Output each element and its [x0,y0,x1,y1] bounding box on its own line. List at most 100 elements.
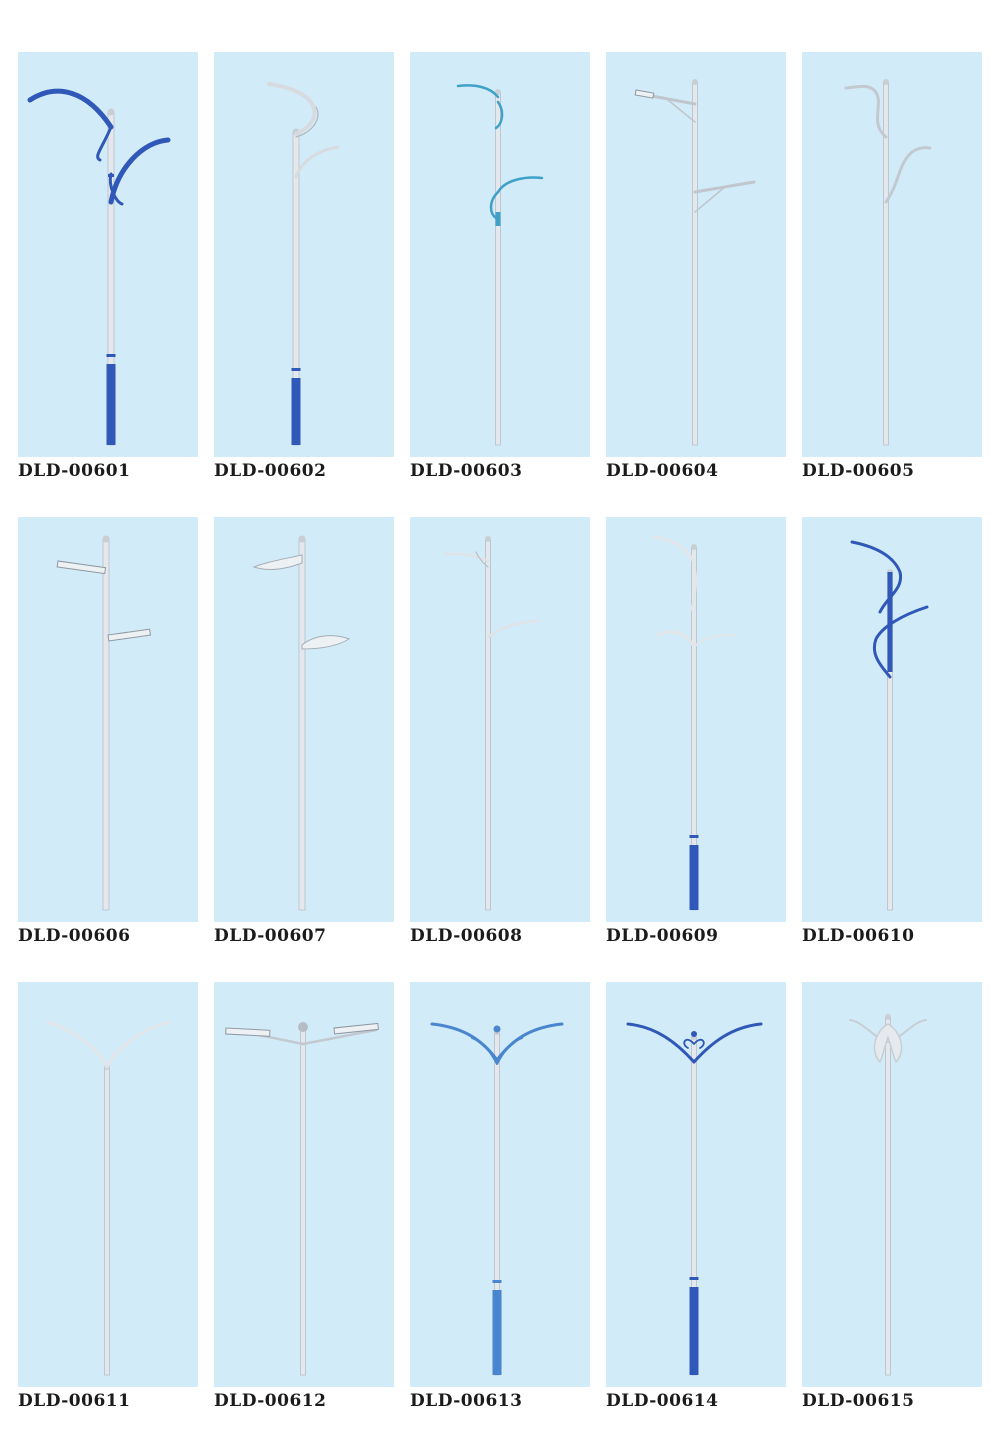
upper-curved-arm [267,82,317,136]
upper-hook-brace [494,100,504,130]
finial-ball [298,1022,308,1032]
right-led-head [333,1022,379,1035]
teal-collar [495,212,501,226]
product-card: DLD-00603 [410,52,590,512]
product-card: DLD-00607 [214,517,394,977]
right-flat-arm [301,1028,378,1046]
lower-hook-brace [489,190,500,220]
blue-base-sleeve [291,378,301,445]
product-code: DLD-00609 [606,926,719,946]
left-blue-arm [430,1022,499,1062]
street-lamp-pole-illustration [626,1022,763,1376]
left-petal-loop [873,1023,889,1064]
product-image-panel [18,517,198,922]
upper-led-head [56,560,107,575]
lower-spiral-arm [873,605,929,679]
upper-lamp-head [634,89,655,99]
street-lamp-pole-illustration [252,535,351,911]
product-code: DLD-00603 [410,461,523,481]
blue-base-band [689,1277,699,1280]
upper-arc-brace [689,566,698,613]
product-code: DLD-00604 [606,461,719,481]
product-image-panel [606,52,786,457]
pole-cap [107,108,115,116]
product-card: DLD-00604 [606,52,786,512]
street-lamp-pole-illustration [225,1022,379,1376]
street-lamp-pole-illustration [849,1014,927,1376]
upper-spiral-arm [850,540,903,614]
product-code: DLD-00601 [18,461,131,481]
left-y-arm [46,1020,109,1069]
spiral-sleeve [887,572,893,672]
decorative-scroll [683,1038,705,1049]
blue-base-band [106,354,116,357]
blue-base-sleeve [689,845,699,910]
upper-arm-scroll [295,106,319,138]
lower-wing-arm [486,619,540,639]
pole-shaft [298,538,306,911]
pole-cap [495,89,501,95]
product-code: DLD-00613 [410,1391,523,1411]
product-image-panel [214,982,394,1387]
product-image-panel [802,517,982,922]
pole-shaft [485,538,491,911]
upper-arm-brace [96,125,113,162]
lower-s-curve-arm [884,146,932,204]
street-lamp-pole-illustration [430,1022,564,1376]
product-image-panel [410,52,590,457]
upper-hook-arm [456,84,500,99]
blue-base-sleeve [106,364,116,445]
product-card: DLD-00609 [606,517,786,977]
product-card: DLD-00612 [214,982,394,1442]
upper-swoop-arm [27,88,114,130]
product-code: DLD-00614 [606,1391,719,1411]
street-lamp-pole-illustration [456,84,544,446]
y-arm-braces [471,1037,523,1065]
product-image-panel [18,52,198,457]
upper-wing-arm [444,552,490,563]
product-image-panel [214,52,394,457]
upper-blade-head [252,554,303,571]
upper-wing-brace [475,551,489,568]
pole-cap [298,535,306,543]
lower-led-head [107,628,151,642]
street-lamp-pole-illustration [634,79,756,446]
lower-arc-arm [656,630,696,649]
pole-shaft [104,1066,110,1376]
product-image-panel [606,517,786,922]
arm-collar [108,174,114,177]
street-lamp-pole-illustration [850,540,929,911]
pole-shaft [495,91,501,446]
product-code: DLD-00605 [802,461,915,481]
product-card: DLD-00605 [802,52,982,512]
street-lamp-pole-illustration [27,88,171,446]
pole-cap [485,536,491,542]
blue-base-band [492,1280,502,1283]
product-image-panel [410,517,590,922]
product-image-panel [410,982,590,1387]
pole-cap [691,544,697,550]
pole-cap [102,535,110,543]
street-lamp-pole-illustration [56,535,151,911]
product-card: DLD-00613 [410,982,590,1442]
right-blue-arm [495,1022,564,1062]
product-code: DLD-00607 [214,926,327,946]
street-lamp-pole-illustration [267,82,340,446]
pole-shaft [692,81,698,446]
pole-cap [883,79,889,85]
pole-shaft [102,538,110,911]
blue-base-band [689,835,699,838]
finial-ball [691,1031,697,1037]
product-card: DLD-00611 [18,982,198,1442]
product-code: DLD-00608 [410,926,523,946]
left-scroll-arm [626,1022,696,1064]
product-code: DLD-00612 [214,1391,327,1411]
lower-arm-brace [108,172,124,206]
product-card: DLD-00614 [606,982,786,1442]
product-image-panel [606,982,786,1387]
upper-arc-arm [652,535,696,564]
pole-shaft [885,1016,891,1376]
street-lamp-pole-illustration [844,79,932,446]
street-lamp-pole-illustration [652,535,735,911]
